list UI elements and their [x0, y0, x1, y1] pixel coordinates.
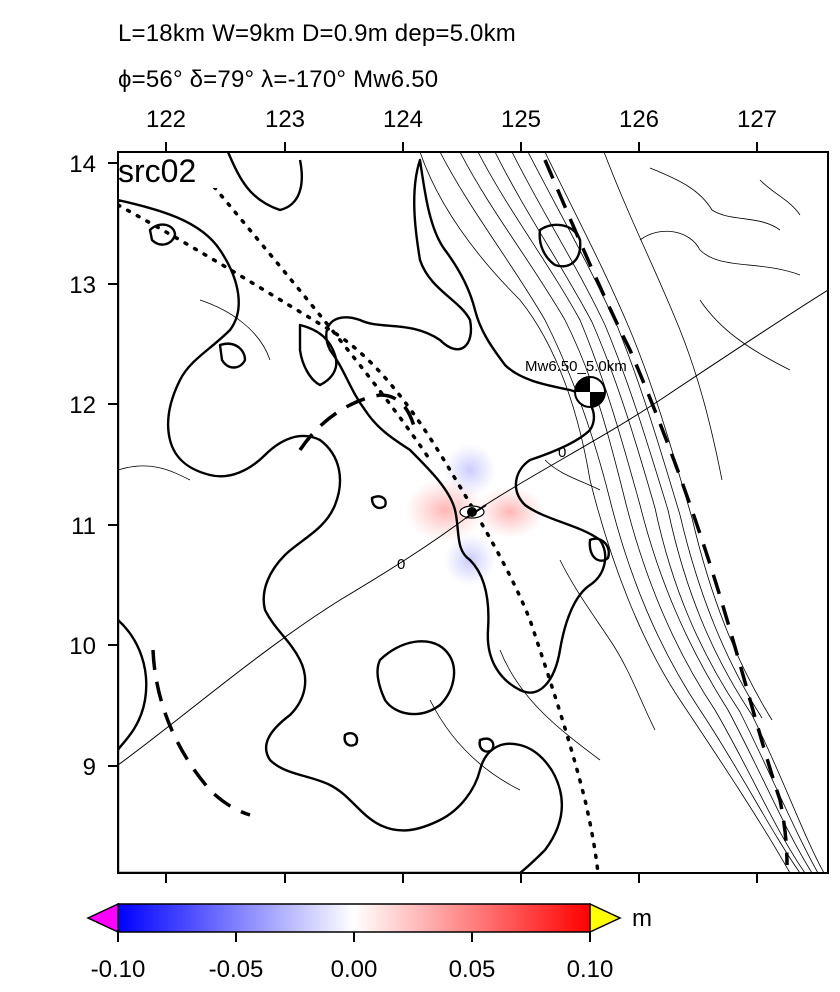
map-frame — [117, 151, 829, 874]
colorbar-tick-label: 0.00 — [331, 956, 378, 983]
contour-label: 0 — [558, 444, 566, 461]
x-tick-label: 124 — [383, 106, 423, 133]
panel-label-bg — [118, 152, 220, 188]
colorbar-gradient — [117, 903, 591, 933]
coastlines — [118, 152, 610, 873]
header-line2: ϕ=56° δ=79° λ=-170° Mw6.50 — [118, 66, 439, 93]
colorbar-tick-label: -0.05 — [209, 956, 264, 983]
x-tick-label: 126 — [619, 106, 659, 133]
subsidence-area-north — [444, 444, 496, 496]
x-tick-label: 122 — [146, 106, 186, 133]
epicenter-label: Mw6.50_5.0km — [525, 358, 627, 375]
map-content: 0 0 Mw6.50_5.0km src02 — [118, 152, 828, 873]
trench-dashed-mid — [298, 393, 417, 451]
y-tick-label: 10 — [69, 633, 96, 660]
x-tick-label: 127 — [737, 106, 777, 133]
axis-ticks — [108, 142, 758, 883]
colorbar-unit: m — [632, 905, 652, 932]
colorbar-tick-label: 0.10 — [567, 956, 614, 983]
colorbar-tick-label: -0.10 — [91, 956, 146, 983]
y-tick-label: 14 — [69, 151, 96, 178]
uplift-area-east — [476, 486, 544, 538]
colorbar-tick-label: 0.05 — [449, 956, 496, 983]
trench-dashed-east — [543, 159, 789, 866]
y-tick-label: 12 — [69, 392, 96, 419]
header-line1: L=18km W=9km D=0.9m dep=5.0km — [118, 20, 516, 47]
y-tick-label: 11 — [71, 513, 96, 540]
source-fault-marker — [459, 504, 487, 519]
colorbar-under-triangle — [86, 902, 119, 934]
colorbar: -0.10 -0.05 0.00 0.05 0.10 m — [86, 902, 652, 983]
bathymetry-contours — [118, 152, 825, 873]
x-tick-label: 123 — [265, 106, 305, 133]
y-tick-label: 13 — [69, 272, 96, 299]
panel-label: src02 — [118, 153, 196, 189]
x-tick-label: 125 — [501, 106, 541, 133]
trench-dashed-west — [151, 649, 251, 817]
focal-mechanism-beachball — [574, 376, 606, 408]
colorbar-over-triangle — [589, 902, 622, 934]
fault-trace-dotted-north — [198, 168, 432, 462]
y-tick-label: 9 — [83, 754, 96, 781]
contour-label: 0 — [397, 556, 405, 573]
